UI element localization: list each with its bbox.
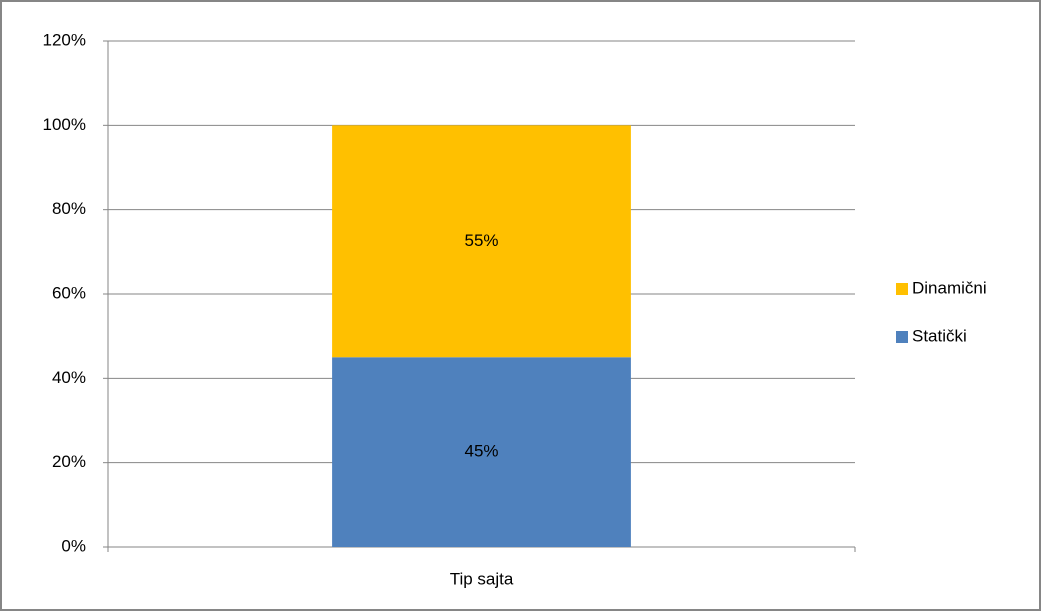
legend-swatch xyxy=(896,283,908,295)
y-tick-label: 20% xyxy=(52,452,86,471)
y-tick-label: 60% xyxy=(52,283,86,302)
legend-swatch xyxy=(896,331,908,343)
bar-segment xyxy=(332,357,631,547)
data-label: 55% xyxy=(464,231,498,250)
y-tick-label: 120% xyxy=(43,30,86,49)
legend-label: Statički xyxy=(912,326,967,345)
y-tick-label: 40% xyxy=(52,368,86,387)
y-tick-label: 0% xyxy=(61,536,86,555)
bar-segment xyxy=(332,125,631,358)
data-label: 45% xyxy=(464,442,498,461)
x-tick-label: Tip sajta xyxy=(450,569,514,588)
y-tick-label: 100% xyxy=(43,115,86,134)
legend-label: Dinamični xyxy=(912,278,987,297)
y-tick-label: 80% xyxy=(52,199,86,218)
